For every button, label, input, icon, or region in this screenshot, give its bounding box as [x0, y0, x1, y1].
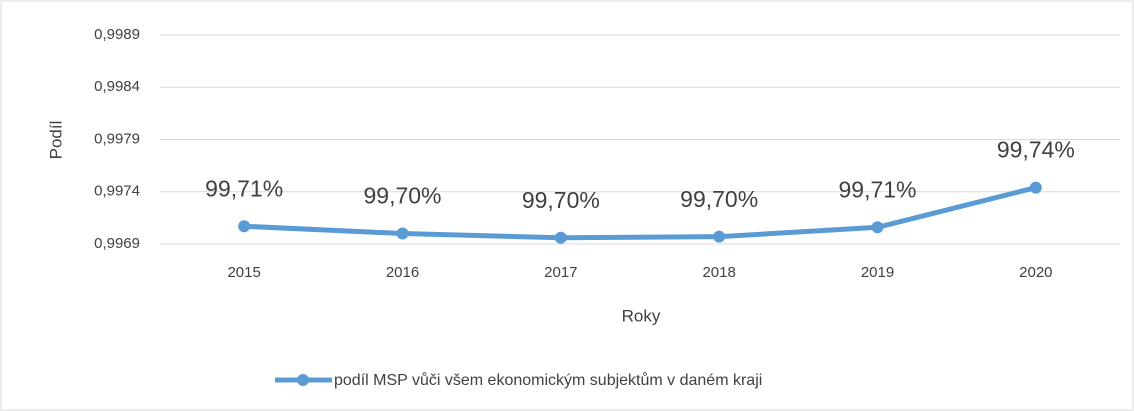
- marker: [396, 227, 409, 240]
- y-axis-label: Podíl: [46, 121, 65, 160]
- data-label: 99,74%: [997, 137, 1075, 163]
- y-tick-label: 0,9989: [94, 26, 140, 43]
- data-label: 99,70%: [363, 183, 441, 209]
- x-tick-label: 2016: [386, 264, 419, 281]
- legend-marker: [297, 374, 309, 386]
- y-tick-label: 0,9969: [94, 235, 140, 252]
- marker: [713, 230, 726, 243]
- y-tick-label: 0,9979: [94, 130, 140, 147]
- x-tick-label: 2017: [544, 264, 577, 281]
- x-tick-label: 2019: [861, 264, 894, 281]
- data-label: 99,71%: [838, 176, 916, 202]
- y-tick-label: 0,9984: [94, 78, 140, 95]
- legend-label: podíl MSP vůči všem ekonomickým subjektů…: [334, 371, 762, 389]
- line: [244, 185, 1037, 241]
- x-tick-label: 2015: [227, 264, 260, 281]
- marker: [1029, 181, 1042, 194]
- marker: [238, 220, 251, 233]
- x-tick-label: 2020: [1019, 264, 1052, 281]
- data-label: 99,70%: [522, 187, 600, 213]
- data-label: 99,70%: [680, 186, 758, 212]
- y-tick-label: 0,9974: [94, 183, 140, 200]
- x-tick-label: 2018: [702, 264, 735, 281]
- marker: [871, 221, 884, 234]
- data-label: 99,71%: [205, 175, 283, 201]
- x-axis-label: Roky: [622, 306, 661, 325]
- marker: [554, 231, 567, 244]
